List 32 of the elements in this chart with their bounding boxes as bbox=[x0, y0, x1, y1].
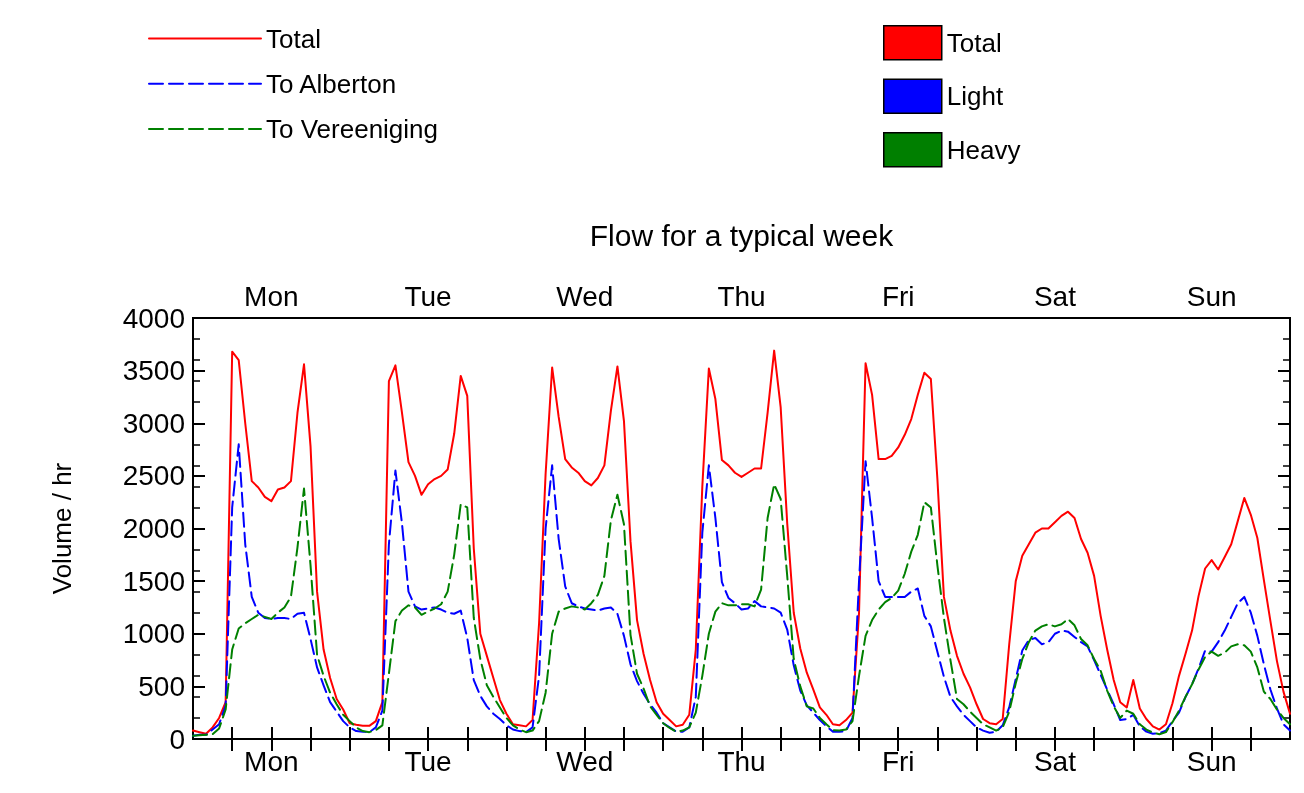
y-tick-label: 1500 bbox=[122, 565, 185, 597]
y-tick-label: 2500 bbox=[122, 460, 185, 492]
x-tick-label: Mon bbox=[244, 745, 299, 777]
category-label: Sun bbox=[1186, 280, 1237, 312]
legend-label: Total bbox=[266, 23, 321, 54]
y-tick-label: 1000 bbox=[122, 618, 185, 650]
category-label: Fri bbox=[881, 280, 915, 312]
category-label: Sat bbox=[1033, 280, 1076, 312]
y-tick-label: 3500 bbox=[122, 355, 185, 387]
x-tick-label: Sun bbox=[1186, 745, 1237, 777]
y-tick-label: 3000 bbox=[122, 407, 185, 439]
x-tick-label: Sat bbox=[1033, 745, 1077, 777]
line-series bbox=[192, 349, 1291, 735]
category-label: Wed bbox=[556, 280, 614, 312]
y-tick-label: 2000 bbox=[122, 513, 185, 544]
y-axis-title: Volume / hr bbox=[47, 462, 77, 595]
legend-label: Total bbox=[946, 27, 1002, 58]
y-tick-label: 4000 bbox=[122, 302, 185, 334]
x-tick-label: Wed bbox=[556, 745, 614, 777]
x-tick-label: Tue bbox=[404, 745, 452, 777]
legend-label: To Vereeniging bbox=[266, 114, 439, 144]
legend-label: Heavy bbox=[946, 134, 1021, 165]
x-tick-label: Fri bbox=[881, 745, 915, 777]
category-label: Mon bbox=[244, 280, 299, 312]
category-label: Tue bbox=[404, 280, 452, 312]
y-tick-label: 500 bbox=[138, 670, 185, 702]
category-label: Thu bbox=[717, 280, 766, 312]
legend-label: To Alberton bbox=[266, 68, 397, 99]
y-tick-label: 0 bbox=[169, 723, 185, 755]
chart-title: Flow for a typical week bbox=[589, 218, 895, 252]
x-tick-label: Thu bbox=[717, 745, 766, 777]
legend-label: Light bbox=[946, 81, 1004, 112]
